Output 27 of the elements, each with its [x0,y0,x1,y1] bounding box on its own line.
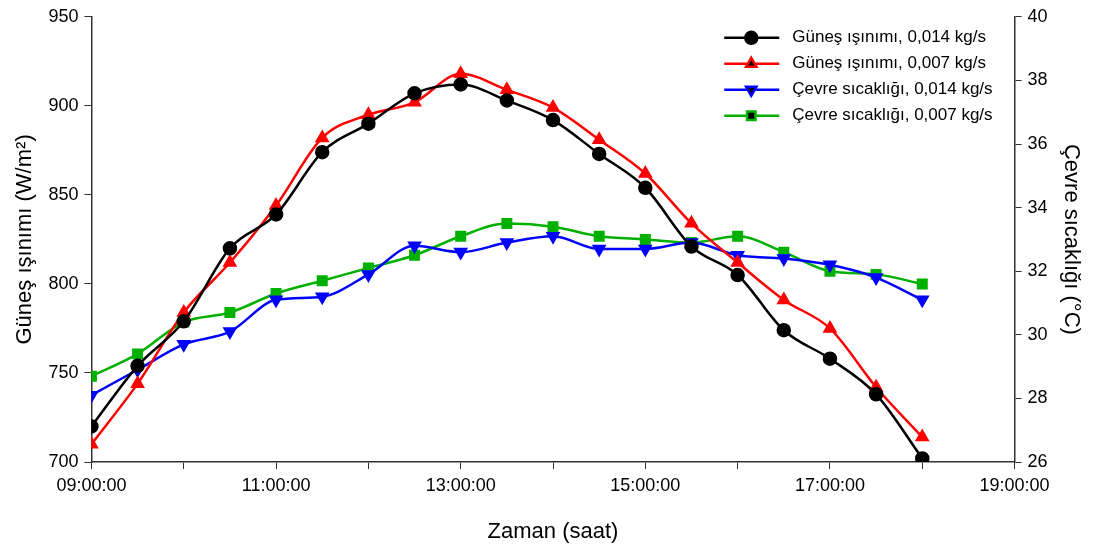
y2-tick-label: 28 [1027,387,1048,408]
legend-label: Çevre sıcaklığı, 0,007 kg/s [792,105,993,125]
x-tick-label: 11:00:00 [241,474,311,495]
y2-axis-title: Çevre sıcaklığı (°C) [1059,143,1085,335]
x-tick-label: 09:00:00 [56,474,127,495]
x-tick-label: 17:00:00 [794,474,865,495]
x-tick-label: 13:00:00 [425,474,496,495]
x-axis-title: Zaman (saat) [487,517,619,543]
legend-label: Güneş ışınımı, 0,014 kg/s [792,27,986,47]
legend-label: Çevre sıcaklığı, 0,014 kg/s [792,79,993,99]
x-tick-label: 15:00:00 [610,474,681,495]
y2-tick-label: 38 [1027,69,1048,90]
y2-tick-label: 30 [1027,323,1048,344]
y-tick-label: 900 [48,94,79,115]
y2-tick-label: 34 [1027,196,1048,217]
y-tick-label: 950 [48,5,79,26]
y-tick-label: 750 [48,361,79,382]
y-axis-title: Güneş ışınımı (W/m²) [11,134,37,345]
y2-tick-label: 40 [1027,5,1048,26]
y-tick-label: 800 [48,272,79,293]
y-tick-label: 850 [48,183,79,204]
y-tick-label: 700 [48,450,79,471]
x-tick-label: 19:00:00 [979,474,1050,495]
y2-tick-label: 26 [1027,450,1048,471]
y2-tick-label: 32 [1027,260,1048,281]
y2-tick-label: 36 [1027,132,1048,153]
legend-label: Güneş ışınımı, 0,007 kg/s [792,53,986,73]
